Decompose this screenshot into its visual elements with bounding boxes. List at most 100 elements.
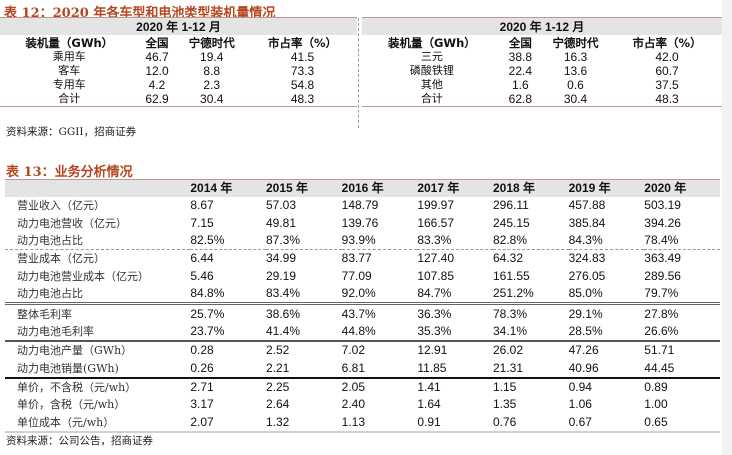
table-row: 动力电池营收（亿元） 7.15 49.81 139.76 166.57 245.15 385…	[5, 214, 720, 231]
cell-value: 44.8%	[341, 323, 376, 338]
column-header: 市占率（%）	[632, 35, 702, 50]
column-header: 全国	[145, 35, 169, 50]
cell-value: 107.85	[417, 268, 455, 283]
cell-value: 41.4%	[266, 323, 301, 338]
cell-value: 2.07	[190, 413, 266, 434]
cell-value: 148.79	[341, 198, 379, 213]
table12-right: 2020 年 1-12 月装机量（GWh） 全国 宁德时代 市占率（%） 三元 38.8 1…	[362, 17, 722, 107]
table-row: 动力电池销量(GWh) 0.26 2.21 6.81 11.85 21.31 40.96 44…	[5, 360, 720, 378]
row-label: 营业收入（亿元）	[17, 199, 105, 213]
cell-value: 2.21	[266, 360, 290, 375]
scrollbar[interactable]	[722, 0, 732, 455]
cell-value: 245.15	[492, 215, 530, 230]
cell-value: 276.05	[568, 268, 606, 283]
cell-value: 2.71	[190, 376, 266, 397]
table-row: 磷酸铁锂 22.4 13.6 60.7	[362, 64, 722, 78]
cell-value: 0.94	[568, 376, 645, 397]
cell-value: 38.8	[508, 50, 533, 64]
row-label: 动力电池占比	[17, 287, 83, 301]
cell-value: 12.0	[145, 64, 169, 78]
cell-value: 34.99	[266, 249, 342, 268]
row-label: 三元	[420, 50, 443, 63]
cell-value: 48.3	[612, 92, 722, 107]
year-header: 2019 年	[568, 179, 645, 197]
table13: 2014 年 2015 年 2016 年 2017 年 2018 年 2019 年 2020…	[5, 179, 720, 434]
cell-value: 37.5	[655, 78, 679, 92]
cell-value: 46.7	[145, 50, 169, 64]
cell-value: 13.6	[563, 64, 588, 78]
cell-value: 1.32	[266, 413, 342, 434]
row-label: 营业成本（亿元）	[5, 249, 191, 268]
cell-value: 49.81	[266, 215, 297, 230]
cell-value: 85.0%	[568, 286, 603, 301]
cell-value: 394.26	[644, 215, 681, 230]
period-header: 2020 年 1-12 月	[0, 17, 357, 35]
cell-value: 8.8	[203, 64, 221, 78]
table-row: 三元 38.8 16.3 42.0	[362, 50, 722, 64]
column-header: 宁德时代	[552, 35, 599, 50]
cell-value: 87.3%	[266, 232, 301, 247]
header-row: 装机量（GWh） 全国 宁德时代 市占率（%）	[362, 35, 722, 50]
cell-value: 22.4	[508, 64, 533, 78]
cell-value: 44.45	[644, 360, 675, 375]
table-row: 其他 1.6 0.6 37.5	[362, 78, 722, 92]
row-label: 客车	[58, 64, 81, 77]
cell-value: 457.88	[568, 198, 606, 213]
cell-value: 2.64	[266, 397, 290, 412]
row-label: 乘用车	[52, 50, 86, 63]
year-header: 2016 年	[341, 179, 418, 197]
corner-cell	[5, 179, 191, 197]
cell-value: 1.15	[492, 376, 569, 397]
cell-value: 2.52	[266, 340, 342, 360]
cell-value: 64.32	[492, 249, 569, 268]
cell-value: 2.25	[266, 376, 342, 397]
cell-value: 503.19	[644, 198, 681, 213]
cell-value: 83.77	[341, 249, 418, 268]
cell-value: 78.3%	[492, 302, 569, 323]
cell-value: 73.3	[290, 64, 315, 78]
cell-value: 78.4%	[644, 232, 679, 247]
cell-value: 324.83	[568, 249, 645, 268]
cell-value: 161.55	[492, 268, 530, 283]
table-row: 乘用车 46.7 19.4 41.5	[0, 50, 357, 64]
cell-value: 30.4	[175, 92, 249, 107]
cell-value: 385.84	[568, 215, 606, 230]
column-header: 装机量（GWh）	[387, 35, 476, 50]
row-label: 其他	[420, 78, 443, 91]
column-header: 全国	[508, 35, 532, 50]
cell-value: 1.64	[417, 397, 441, 412]
column-header: 市占率（%）	[268, 35, 338, 50]
cell-value: 1.06	[568, 397, 592, 412]
cell-value: 38.6%	[266, 302, 342, 323]
cell-value: 296.11	[492, 198, 529, 213]
cell-value: 16.3	[563, 50, 588, 64]
table-row: 动力电池营业成本（亿元） 5.46 29.19 77.09 107.85 161.55 27…	[5, 268, 720, 285]
cell-value: 26.6%	[644, 323, 679, 338]
row-label: 单位成本（元/wh）	[5, 413, 191, 434]
cell-value: 84.8%	[190, 286, 225, 301]
cell-value: 57.03	[266, 198, 297, 213]
row-label: 合计	[0, 92, 139, 107]
cell-value: 1.6	[511, 78, 529, 92]
cell-value: 7.15	[190, 215, 214, 230]
cell-value: 26.02	[492, 340, 569, 360]
cell-value: 60.7	[655, 64, 679, 78]
cell-value: 84.7%	[417, 286, 452, 301]
table-row: 单价，不含税（元/wh） 2.71 2.25 2.05 1.41 1.15 0.94 0.89	[5, 376, 720, 397]
table12-source: 资料来源：GGII，招商证券	[6, 126, 137, 138]
cell-value: 6.44	[190, 249, 266, 268]
cell-value: 139.76	[341, 215, 379, 230]
table-row: 合计 62.8 30.4 48.3	[362, 92, 722, 107]
cell-value: 41.5	[290, 50, 315, 64]
column-header: 宁德时代	[188, 35, 235, 50]
cell-value: 4.2	[148, 78, 166, 92]
cell-value: 48.3	[248, 92, 357, 107]
row-label: 单价，不含税（元/wh）	[5, 376, 191, 397]
cell-value: 36.3%	[417, 302, 493, 323]
cell-value: 0.28	[190, 340, 266, 360]
cell-value: 27.8%	[644, 302, 720, 323]
table-row: 动力电池毛利率 23.7% 41.4% 44.8% 35.3% 34.1% 28.5% 26.…	[5, 323, 720, 341]
divider	[358, 18, 359, 128]
cell-value: 0.67	[568, 413, 645, 434]
cell-value: 62.9	[138, 92, 176, 107]
